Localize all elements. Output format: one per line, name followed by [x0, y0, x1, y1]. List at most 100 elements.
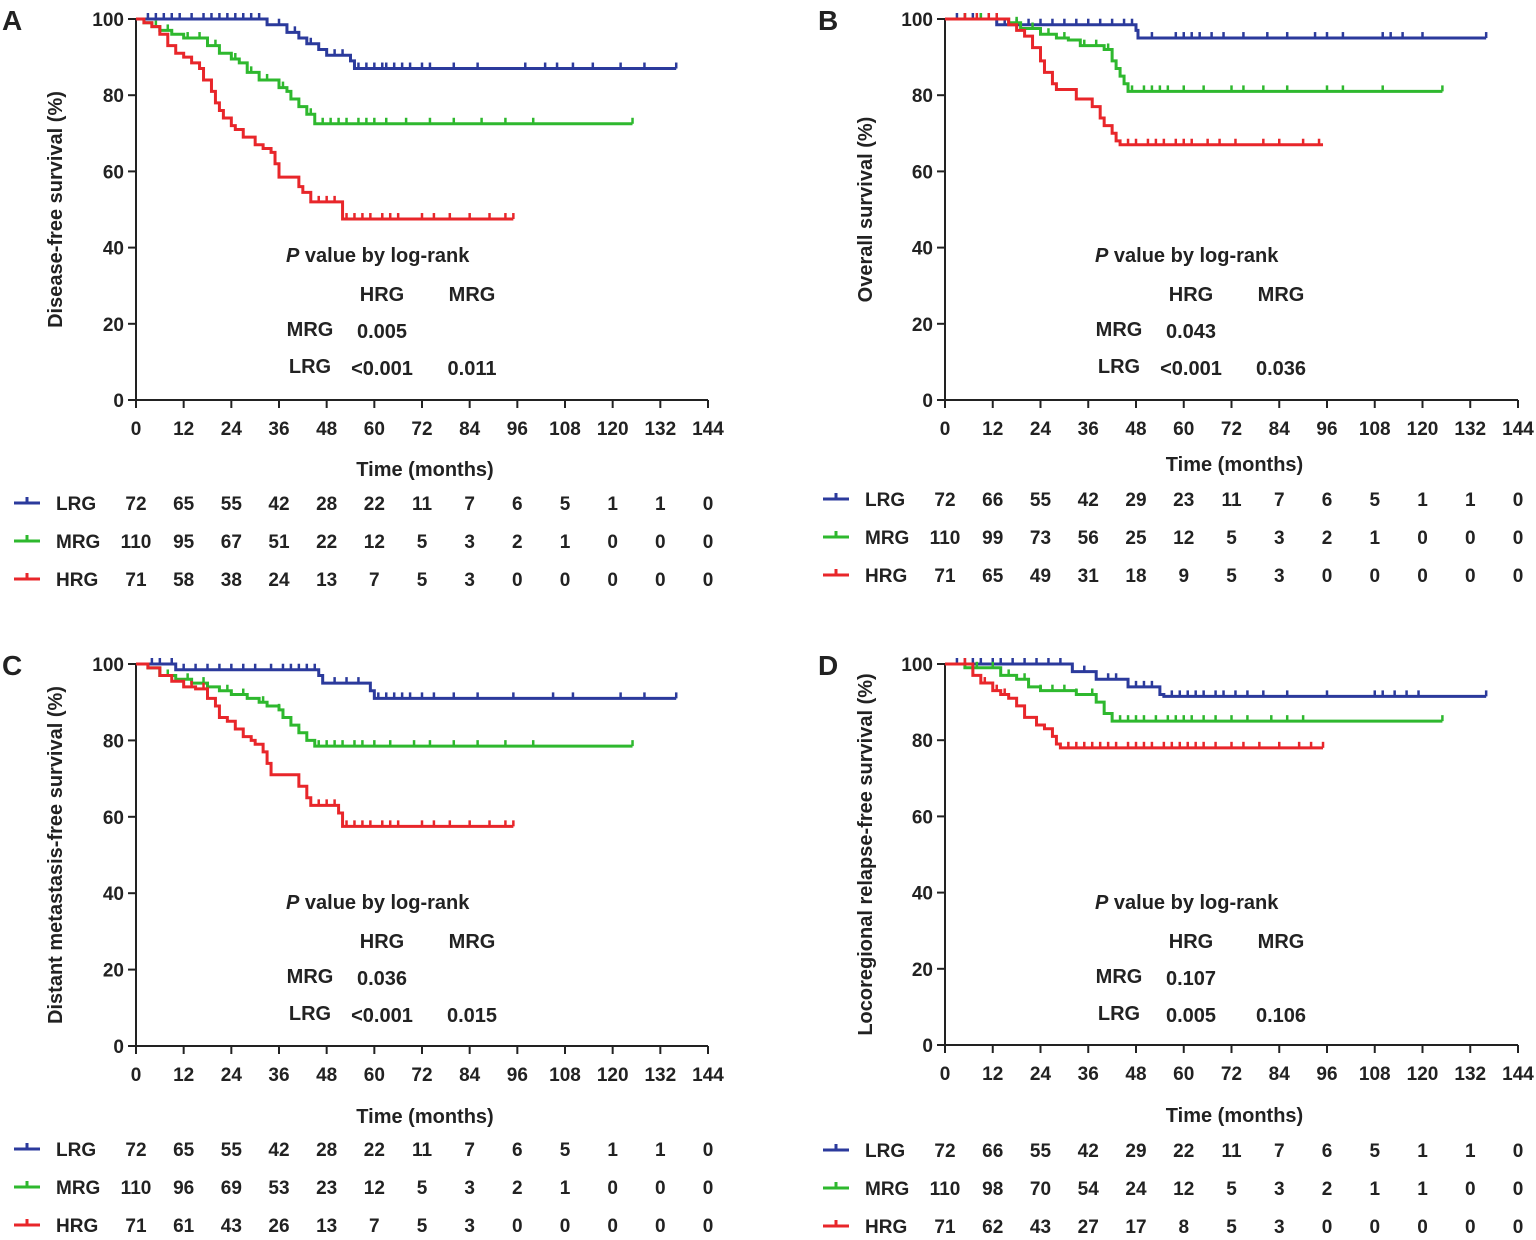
- x-tick-label: 0: [131, 419, 142, 440]
- x-tick-label: 60: [364, 419, 385, 440]
- y-tick-label: 40: [912, 884, 933, 905]
- pvalue-col-header: MRG: [449, 284, 496, 306]
- risk-count: 0: [607, 1216, 618, 1237]
- pvalue-row-label: LRG: [289, 356, 331, 378]
- y-tick-label: 80: [912, 731, 933, 752]
- x-tick-label: 48: [316, 1065, 337, 1086]
- risk-count: 23: [1173, 490, 1194, 511]
- x-tick-label: 0: [940, 419, 951, 440]
- risk-count: 0: [655, 1216, 666, 1237]
- risk-count: 70: [1030, 1179, 1051, 1200]
- risk-count: 1: [1417, 490, 1428, 511]
- pvalue-cell: 0.107: [1166, 968, 1216, 990]
- y-axis-title: Overall survival (%): [855, 117, 877, 303]
- risk-count: 1: [1417, 1179, 1428, 1200]
- risk-row-label: HRG: [865, 1217, 907, 1238]
- x-tick-label: 84: [459, 1065, 481, 1086]
- risk-count: 43: [221, 1216, 242, 1237]
- risk-count: 2: [1322, 1179, 1333, 1200]
- pvalue-cell: 0.005: [357, 321, 407, 343]
- risk-count: 0: [607, 570, 618, 591]
- x-tick-label: 12: [173, 419, 194, 440]
- pvalue-cell: 0.036: [1256, 358, 1306, 380]
- risk-count: 110: [930, 528, 961, 549]
- risk-count: 5: [417, 532, 428, 553]
- pvalue-title: P value by log-rank: [1095, 892, 1279, 914]
- risk-count: 27: [1078, 1217, 1099, 1238]
- risk-count: 3: [464, 1216, 475, 1237]
- x-tick-label: 108: [549, 419, 581, 440]
- x-tick-label: 144: [692, 1065, 724, 1086]
- risk-count: 54: [1078, 1179, 1100, 1200]
- risk-count: 5: [1226, 1179, 1237, 1200]
- pvalue-cell: 0.005: [1166, 1005, 1216, 1027]
- risk-count: 65: [982, 566, 1004, 587]
- risk-count: 55: [221, 494, 243, 515]
- x-tick-label: 36: [1078, 419, 1099, 440]
- risk-count: 12: [364, 532, 385, 553]
- risk-count: 7: [1274, 490, 1285, 511]
- x-tick-label: 120: [1407, 419, 1439, 440]
- curve-hrg: [945, 17, 1324, 147]
- y-tick-label: 80: [103, 86, 124, 107]
- x-axis-title: Time (months): [1166, 454, 1303, 476]
- risk-count: 71: [934, 1217, 956, 1238]
- pvalue-cell: 0.036: [357, 968, 407, 990]
- pvalue-col-header: HRG: [1169, 931, 1213, 953]
- risk-count: 1: [655, 1140, 666, 1161]
- pvalue-cell: 0.106: [1256, 1005, 1306, 1027]
- pvalue-cell: <0.001: [351, 358, 413, 380]
- x-tick-label: 72: [1221, 419, 1242, 440]
- risk-count: 1: [1465, 490, 1476, 511]
- pvalue-col-header: HRG: [1169, 284, 1213, 306]
- risk-count: 11: [412, 494, 433, 515]
- y-tick-label: 100: [92, 10, 124, 31]
- x-tick-label: 120: [1407, 1064, 1439, 1085]
- curve-hrg: [945, 662, 1324, 750]
- risk-count: 23: [316, 1178, 337, 1199]
- risk-count: 29: [1125, 1141, 1146, 1162]
- x-tick-label: 36: [268, 1065, 289, 1086]
- x-tick-label: 0: [940, 1064, 951, 1085]
- risk-row-label: LRG: [865, 1141, 905, 1162]
- risk-count: 26: [268, 1216, 289, 1237]
- x-tick-label: 36: [268, 419, 289, 440]
- risk-count: 0: [703, 1178, 714, 1199]
- risk-count: 11: [1221, 1141, 1242, 1162]
- risk-count: 61: [173, 1216, 195, 1237]
- risk-count: 0: [1513, 490, 1524, 511]
- curve-lrg: [136, 17, 677, 71]
- risk-count: 99: [982, 528, 1003, 549]
- risk-count: 5: [560, 494, 571, 515]
- risk-count: 1: [607, 494, 618, 515]
- risk-count: 42: [268, 494, 289, 515]
- pvalue-cell: <0.001: [351, 1005, 413, 1027]
- risk-count: 58: [173, 570, 194, 591]
- risk-count: 6: [512, 1140, 523, 1161]
- curve-mrg: [136, 17, 633, 126]
- x-tick-label: 120: [597, 419, 629, 440]
- y-tick-label: 0: [113, 1037, 124, 1058]
- risk-count: 12: [364, 1178, 385, 1199]
- y-tick-label: 20: [103, 961, 124, 982]
- x-tick-label: 96: [1316, 419, 1337, 440]
- panel-letter-d: D: [818, 650, 838, 681]
- risk-count: 38: [221, 570, 242, 591]
- pvalue-row-label: MRG: [1096, 319, 1143, 341]
- x-tick-label: 144: [692, 419, 724, 440]
- x-tick-label: 84: [1269, 1064, 1291, 1085]
- x-tick-label: 96: [1316, 1064, 1337, 1085]
- risk-count: 1: [1465, 1141, 1476, 1162]
- y-tick-label: 100: [901, 10, 933, 31]
- x-tick-label: 72: [1221, 1064, 1242, 1085]
- x-tick-label: 132: [1454, 419, 1486, 440]
- x-tick-label: 24: [221, 1065, 243, 1086]
- risk-count: 3: [464, 532, 475, 553]
- risk-count: 0: [1322, 566, 1333, 587]
- x-tick-label: 48: [316, 419, 337, 440]
- risk-count: 17: [1125, 1217, 1146, 1238]
- pvalue-col-header: MRG: [1258, 931, 1305, 953]
- pvalue-title: P value by log-rank: [286, 892, 470, 914]
- y-tick-label: 20: [103, 315, 124, 336]
- x-tick-label: 12: [982, 419, 1003, 440]
